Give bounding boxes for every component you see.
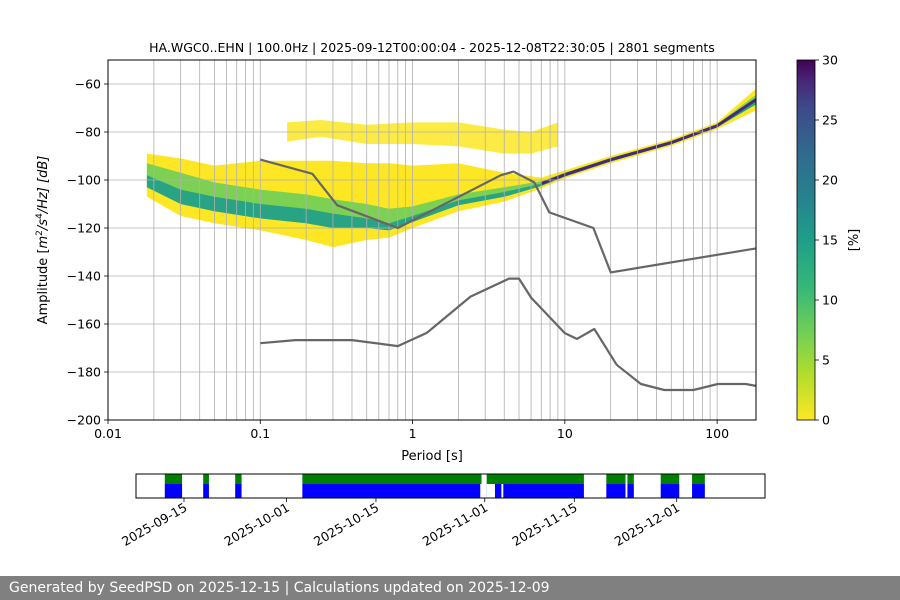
- coverage-bar-top: [627, 474, 634, 484]
- coverage-bar-top: [486, 474, 584, 484]
- timeline-tick-label: 2025-09-15: [119, 500, 189, 549]
- density-layer: [146, 88, 756, 248]
- density-band-mid: [146, 94, 756, 231]
- coverage-bar-bottom: [692, 484, 705, 498]
- timeline-frame: [135, 473, 766, 499]
- x-axis-ticks: 0.01 0.1 1 10 100: [94, 420, 729, 441]
- timeline-tick-label: 2025-12-01: [612, 500, 682, 549]
- coverage-bar-bottom: [606, 484, 626, 498]
- timeline-tick-label: 2025-10-01: [221, 500, 291, 549]
- coverage-bar-top: [235, 474, 242, 484]
- y-tick-label: −120: [67, 221, 101, 236]
- y-tick-label: −140: [67, 269, 101, 284]
- colorbar-tick-label: 10: [822, 293, 838, 308]
- density-band-low: [146, 88, 756, 248]
- plot-frame: [107, 59, 757, 421]
- timeline-tick-label: 2025-11-01: [420, 500, 490, 549]
- grid-layer: [108, 60, 756, 420]
- colorbar: 0 5 10 15 20 25 30 [%]: [796, 53, 862, 428]
- colorbar-tick-label: 20: [822, 173, 838, 188]
- coverage-bar-bottom: [302, 484, 482, 498]
- colorbar-tick-label: 25: [822, 113, 838, 128]
- x-tick-label: 100: [705, 426, 729, 441]
- density-outlier-band: [287, 120, 558, 154]
- coverage-bar-bottom: [235, 484, 242, 498]
- coverage-bar-top: [164, 474, 183, 484]
- density-peak-ridge: [540, 98, 756, 186]
- x-axis-label: Period [s]: [401, 449, 463, 464]
- coverage-bar-bottom: [660, 484, 680, 498]
- y-axis-label-part: s: [36, 219, 51, 226]
- coverage-bar-top: [203, 474, 209, 484]
- x-tick-label: 0.1: [250, 426, 270, 441]
- chart-title: HA.WGC0..EHN | 100.0Hz | 2025-09-12T00:0…: [149, 40, 715, 55]
- density-band-high: [146, 99, 756, 231]
- y-tick-label: −180: [67, 365, 101, 380]
- colorbar-tick-label: 30: [822, 53, 838, 68]
- noise-model-layer: [260, 158, 756, 392]
- y-tick-label: −80: [75, 125, 101, 140]
- coverage-bar-top: [606, 474, 626, 484]
- coverage-bar-bottom: [203, 484, 209, 498]
- y-axis-label-part: 4: [35, 213, 45, 219]
- timeline-tick-label: 2025-10-15: [311, 500, 381, 549]
- psd-plot-area: 0.01 0.1 1 10 100 −60 −80 −100 −120 −140 −160 −180…: [67, 59, 757, 441]
- colorbar-gradient: [796, 59, 816, 421]
- colorbar-tick-label: 0: [822, 413, 830, 428]
- coverage-bar-bottom: [627, 484, 634, 498]
- timeline-segments: [164, 474, 705, 498]
- colorbar-label: [%]: [847, 229, 862, 252]
- footer-text: Generated by SeedPSD on 2025-12-15 | Cal…: [0, 576, 900, 600]
- colorbar-ticks: 0 5 10 15 20 25 30: [815, 53, 838, 428]
- coverage-gap: [501, 484, 504, 498]
- coverage-gap: [486, 484, 495, 498]
- coverage-gap: [480, 484, 482, 498]
- coverage-bar-top: [660, 474, 680, 484]
- y-axis-label-part: 2: [35, 230, 45, 236]
- y-axis-ticks: −60 −80 −100 −120 −140 −160 −180 −200: [67, 77, 108, 428]
- y-tick-label: −160: [67, 317, 101, 332]
- low-noise-model-line: [260, 277, 756, 392]
- colorbar-tick-label: 5: [822, 353, 830, 368]
- x-tick-label: 10: [557, 426, 573, 441]
- timeline-date-ticks: 2025-09-15 2025-10-01 2025-10-15 2025-11-01…: [119, 498, 682, 549]
- psd-figure: HA.WGC0..EHN | 100.0Hz | 2025-09-12T00:0…: [35, 40, 862, 549]
- y-tick-label: −200: [67, 413, 101, 428]
- high-noise-model-line: [260, 158, 756, 274]
- colorbar-tick-label: 15: [822, 233, 838, 248]
- coverage-bar-bottom: [486, 484, 584, 498]
- y-axis-label-part: m: [36, 236, 51, 249]
- coverage-timeline: 2025-09-15 2025-10-01 2025-10-15 2025-11-01…: [119, 473, 766, 549]
- y-axis-label-part: /: [36, 224, 51, 231]
- x-tick-label: 1: [409, 426, 417, 441]
- x-tick-label: 0.01: [94, 426, 122, 441]
- coverage-bar-top: [302, 474, 482, 484]
- y-axis-label-part: Amplitude [: [36, 248, 51, 324]
- coverage-bar-top: [692, 474, 705, 484]
- coverage-bar-bottom: [164, 484, 183, 498]
- timeline-tick-label: 2025-11-15: [509, 500, 579, 549]
- y-tick-label: −60: [75, 77, 101, 92]
- y-tick-label: −100: [67, 173, 101, 188]
- y-axis-label: Amplitude [m2/s4/Hz] [dB]: [35, 156, 51, 325]
- y-axis-label-part: /Hz] [dB]: [36, 156, 51, 215]
